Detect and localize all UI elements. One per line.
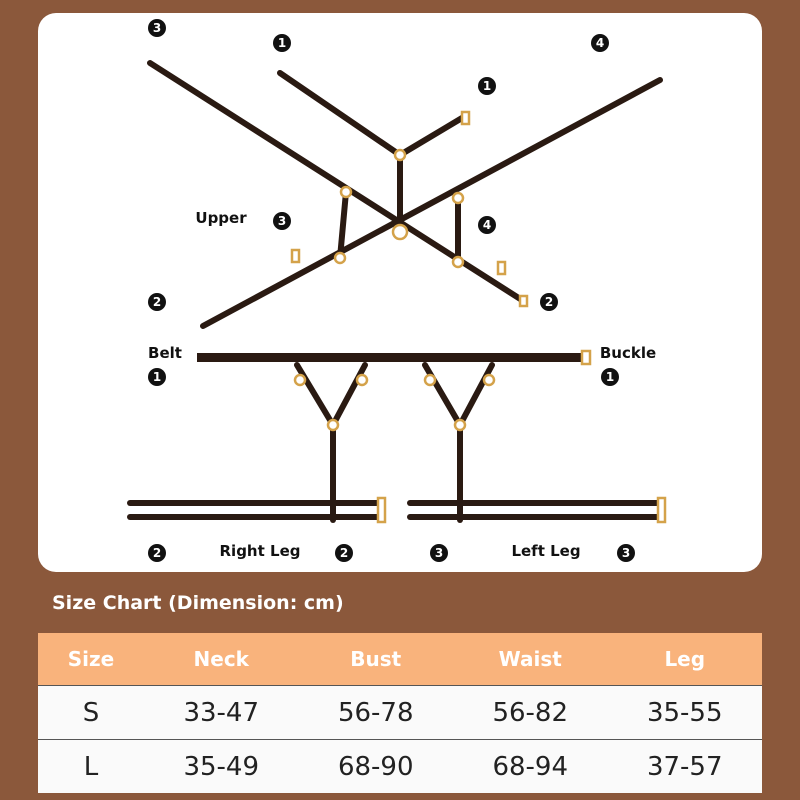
leg-strap-r1 <box>294 362 336 428</box>
marker-4: 4 <box>478 216 496 234</box>
svg-text:4: 4 <box>596 36 604 50</box>
svg-text:2: 2 <box>545 295 553 309</box>
marker-1: 1 <box>601 368 619 386</box>
header-neck: Neck <box>144 633 299 686</box>
size-chart-title: Size Chart (Dimension: cm) <box>52 592 344 614</box>
label-buckle: Buckle <box>599 344 657 362</box>
o-ring-center <box>391 223 409 241</box>
diagram-panel <box>38 13 762 572</box>
size-chart-table: Size Neck Bust Waist Leg S 33-47 56-78 5… <box>38 633 762 793</box>
cell-leg: 37-57 <box>607 739 762 793</box>
label-upper: Upper <box>195 209 247 227</box>
marker-3: 3 <box>273 212 291 230</box>
label-left-leg: Left Leg <box>511 542 581 560</box>
label-right-leg: Right Leg <box>219 542 301 560</box>
cell-waist: 56-82 <box>453 685 608 740</box>
marker-2: 2 <box>148 293 166 311</box>
marker-3: 3 <box>430 544 448 562</box>
header-leg: Leg <box>607 633 762 686</box>
cell-size: S <box>38 685 144 740</box>
svg-text:3: 3 <box>278 214 286 228</box>
marker-2: 2 <box>335 544 353 562</box>
header-bust: Bust <box>298 633 453 686</box>
marker-3: 3 <box>148 19 166 37</box>
side-strap-left <box>337 189 349 261</box>
leg-strap-r2 <box>330 362 368 428</box>
svg-text:1: 1 <box>278 36 286 50</box>
svg-text:2: 2 <box>340 546 348 560</box>
svg-text:3: 3 <box>435 546 443 560</box>
cell-bust: 56-78 <box>298 685 453 740</box>
cell-neck: 33-47 <box>144 685 299 740</box>
marker-2: 2 <box>148 544 166 562</box>
marker-1: 1 <box>273 34 291 52</box>
strap-upper-right <box>200 77 663 329</box>
label-belt: Belt <box>148 344 182 362</box>
svg-text:2: 2 <box>153 295 161 309</box>
marker-1: 1 <box>148 368 166 386</box>
svg-text:1: 1 <box>153 370 161 384</box>
cell-bust: 68-90 <box>298 739 453 793</box>
table-row: S 33-47 56-78 56-82 35-55 <box>38 685 762 740</box>
svg-text:1: 1 <box>483 79 491 93</box>
cell-size: L <box>38 739 144 793</box>
svg-text:2: 2 <box>153 546 161 560</box>
number-markers: 3 1 4 1 3 4 2 2 1 1 2 2 3 3 <box>148 19 635 562</box>
marker-3: 3 <box>617 544 635 562</box>
neck-strap-right <box>397 115 465 158</box>
cell-waist: 68-94 <box>453 739 608 793</box>
cell-leg: 35-55 <box>607 685 762 740</box>
neck-strap-left <box>277 70 403 158</box>
svg-text:1: 1 <box>606 370 614 384</box>
svg-text:3: 3 <box>622 546 630 560</box>
svg-text:4: 4 <box>483 218 491 232</box>
cell-neck: 35-49 <box>144 739 299 793</box>
header-waist: Waist <box>453 633 608 686</box>
marker-4: 4 <box>591 34 609 52</box>
leg-strap-l2 <box>457 362 495 428</box>
marker-1: 1 <box>478 77 496 95</box>
table-header-row: Size Neck Bust Waist Leg <box>38 633 762 686</box>
header-size: Size <box>38 633 144 686</box>
table-row: L 35-49 68-90 68-94 37-57 <box>38 739 762 793</box>
belt-strap <box>197 353 587 362</box>
svg-text:3: 3 <box>153 21 161 35</box>
marker-2: 2 <box>540 293 558 311</box>
